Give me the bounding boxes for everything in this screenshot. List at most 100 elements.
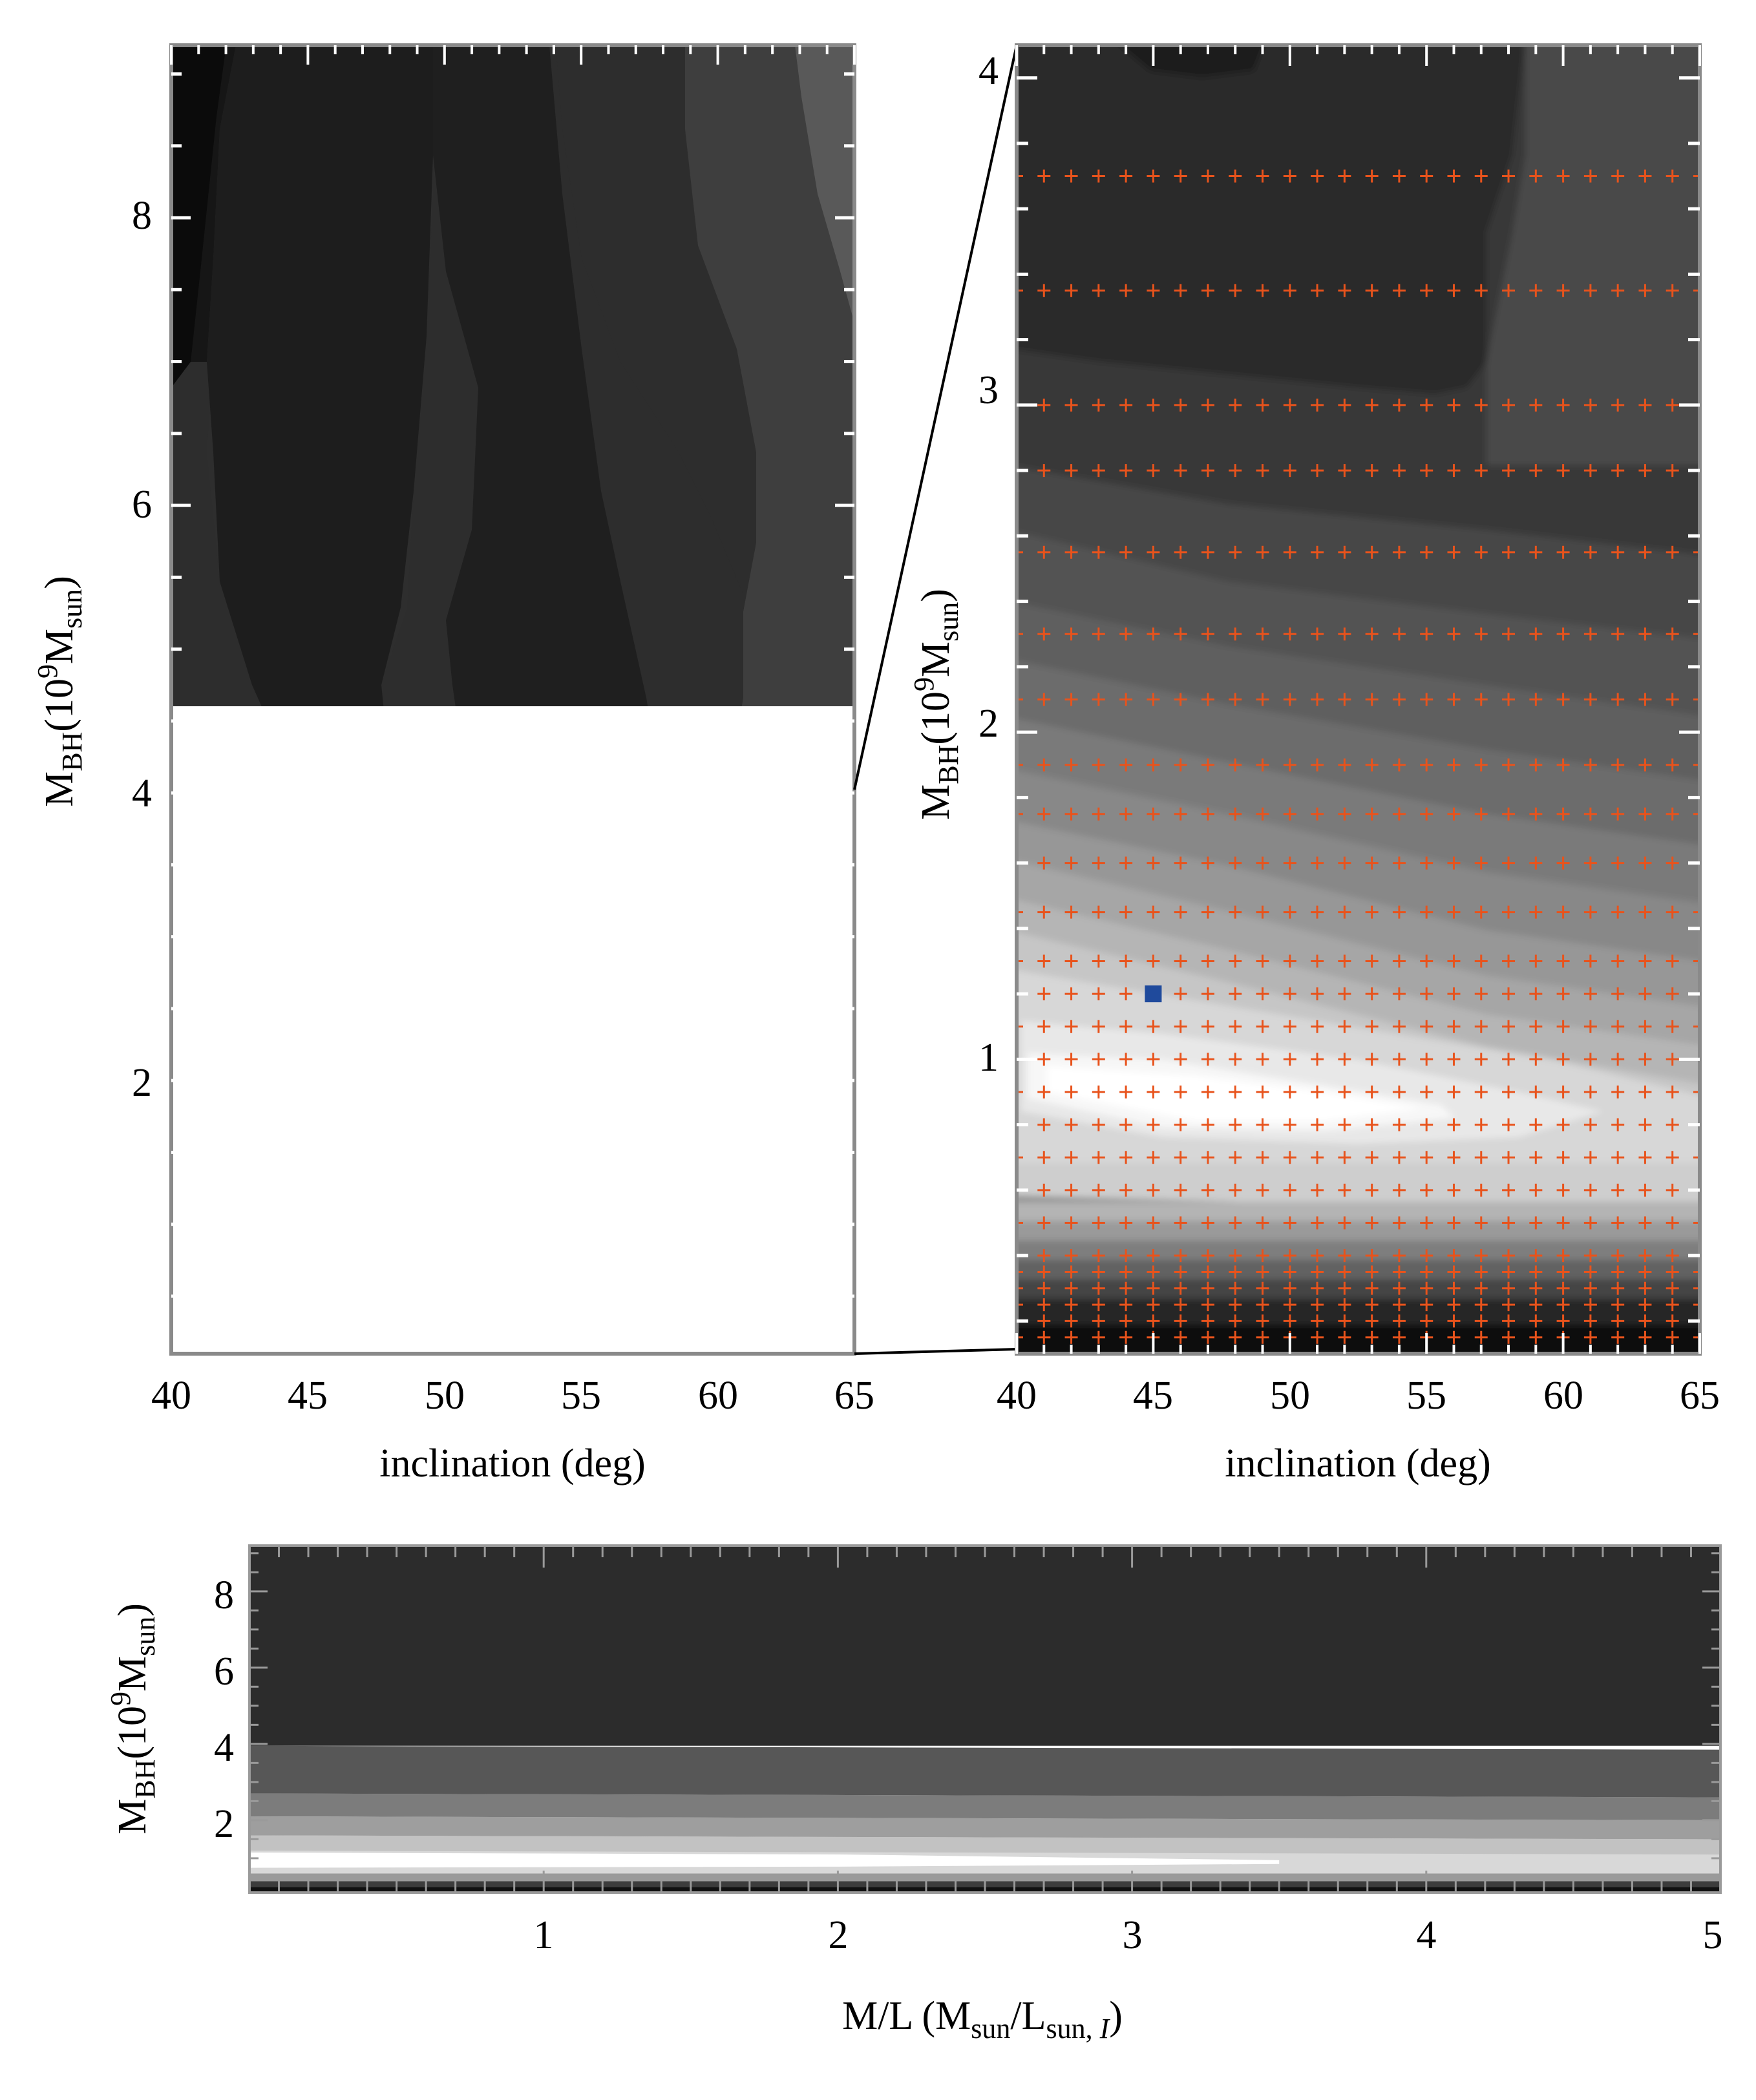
grid-marker [1174,1151,1187,1164]
grid-marker [1147,1265,1160,1279]
grid-marker [1201,545,1214,559]
grid-marker [1529,1298,1543,1312]
grid-marker [1583,856,1597,870]
grid-marker [1229,807,1242,821]
grid-marker [1529,1183,1543,1197]
grid-marker [1256,169,1269,183]
grid-marker [1311,1281,1324,1295]
grid-marker [1447,1086,1461,1098]
grid-marker [1529,987,1543,1001]
grid-marker [1229,1314,1242,1328]
grid-marker [1147,856,1160,870]
grid-marker [1283,169,1296,183]
grid-marker [1037,169,1051,183]
grid-marker [1201,1086,1214,1098]
grid-marker [1201,169,1214,183]
grid-marker [1583,169,1597,183]
left-x-axis-title: inclination (deg) [379,1442,645,1486]
grid-marker [1311,1183,1324,1197]
grid-marker [1638,1216,1652,1230]
grid-marker [1283,1183,1296,1197]
bottom-band-4 [249,1835,1720,1855]
grid-marker [1583,1151,1597,1164]
grid-marker [1447,807,1461,821]
grid-marker [1229,856,1242,870]
grid-marker [1447,905,1461,919]
grid-marker [1147,1086,1160,1098]
grid-marker [1201,954,1214,968]
grid-marker [1529,1281,1543,1295]
grid-marker [1064,1086,1078,1098]
grid-marker [1611,1118,1625,1131]
grid-marker [1529,1216,1543,1230]
grid-marker [1283,284,1296,297]
grid-marker [1638,1281,1652,1295]
grid-marker [1502,1265,1516,1279]
grid-marker [1638,464,1652,478]
bottom-x-axis-title: M/L (Msun/Lsun, I) [842,1994,1123,2044]
grid-marker [1256,1216,1269,1230]
grid-marker [1119,856,1133,870]
grid-marker [1474,1281,1488,1295]
grid-marker [1147,905,1160,919]
grid-marker [1201,987,1214,1001]
grid-marker [1311,169,1324,183]
grid-marker [1666,169,1679,183]
grid-marker [1556,1281,1570,1295]
left-ytick-label-2: 2 [132,1061,152,1105]
grid-marker [1338,807,1351,821]
grid-marker [1365,807,1379,821]
grid-marker [1638,1314,1652,1328]
grid-marker [1556,1183,1570,1197]
grid-marker [1119,284,1133,297]
bottom-xtick-label-5: 5 [1703,1913,1723,1957]
grid-marker [1119,1281,1133,1295]
grid-marker [1338,954,1351,968]
grid-marker [1174,1314,1187,1328]
grid-marker [1583,464,1597,478]
grid-marker [1474,987,1488,1001]
grid-marker [1092,1314,1105,1328]
grid-marker [1338,987,1351,1001]
left-ytick-label-8: 8 [132,194,152,238]
grid-marker [1529,627,1543,641]
grid-marker [1283,1265,1296,1279]
grid-marker [1064,284,1078,297]
grid-marker [1064,1249,1078,1263]
grid-marker [1365,545,1379,559]
grid-marker [1311,284,1324,297]
bottom-contour-panel: 2 4 6 8 1 2 3 4 5 M/L (Msun/Lsun, I) MBH… [105,1544,1723,2044]
bottom-y-tick-labels: 2 4 6 8 [214,1573,234,1846]
grid-marker [1064,169,1078,183]
grid-marker [1283,1151,1296,1164]
grid-marker [1502,1249,1516,1263]
grid-marker [1611,1151,1625,1164]
grid-marker [1365,1118,1379,1131]
grid-marker [1174,954,1187,968]
grid-marker [1338,545,1351,559]
grid-marker [1392,1281,1406,1295]
right-ytick-label-4: 4 [978,49,999,93]
grid-marker [1392,758,1406,772]
grid-marker [1229,1281,1242,1295]
grid-marker [1392,1298,1406,1312]
grid-marker [1529,1249,1543,1263]
grid-marker [1529,1053,1543,1066]
grid-marker [1174,1265,1187,1279]
grid-marker [1092,1249,1105,1263]
grid-marker [1392,1216,1406,1230]
grid-marker [1666,1249,1679,1263]
grid-marker [1037,1151,1051,1164]
grid-marker [1529,1314,1543,1328]
grid-marker [1119,1020,1133,1033]
grid-marker [1256,398,1269,412]
grid-marker [1556,987,1570,1001]
grid-marker [1229,905,1242,919]
grid-marker [1229,464,1242,478]
grid-marker [1611,758,1625,772]
grid-marker [1502,758,1516,772]
grid-marker [1474,954,1488,968]
grid-marker [1201,807,1214,821]
grid-marker [1064,758,1078,772]
grid-marker [1666,1183,1679,1197]
